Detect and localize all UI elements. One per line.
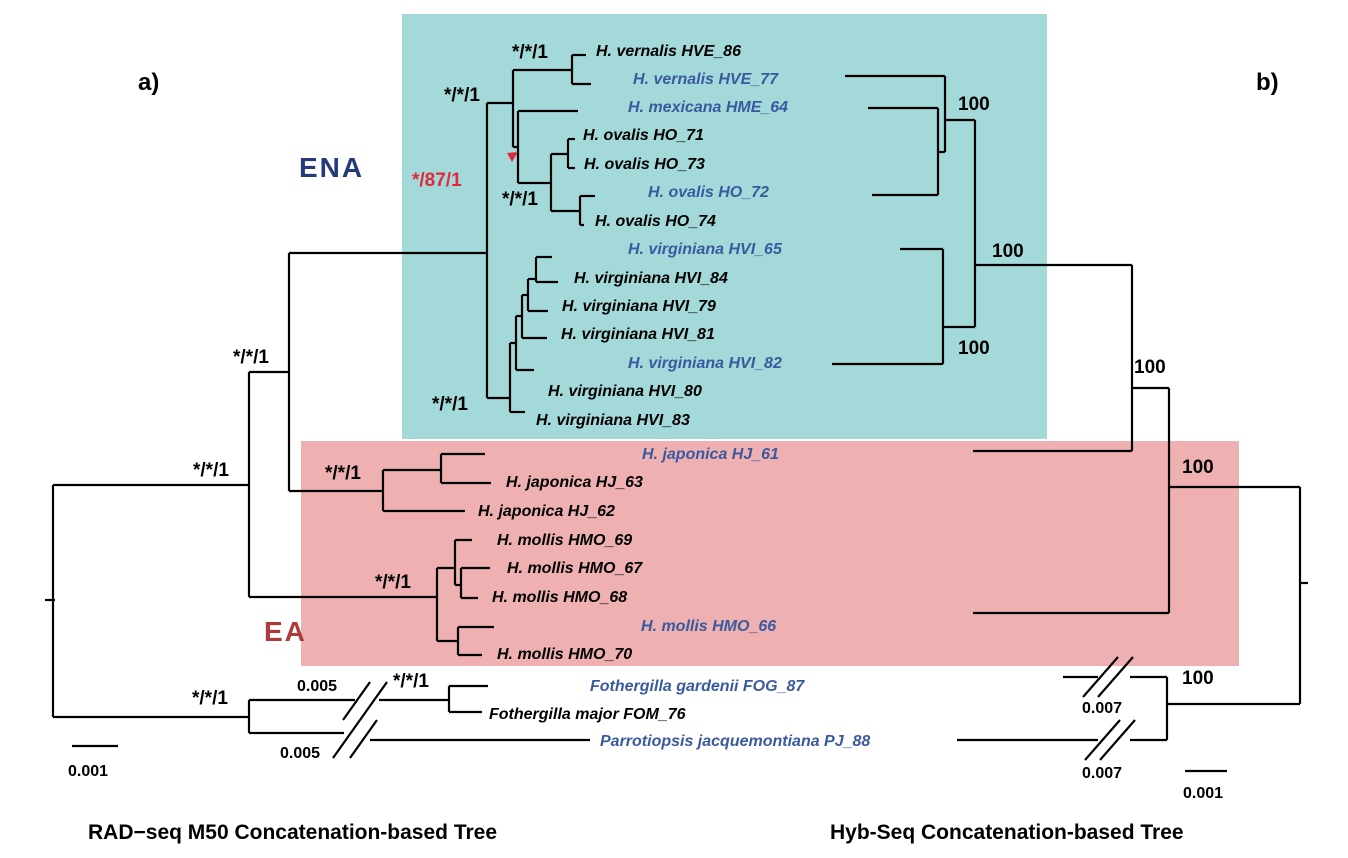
tree-title-b: Hyb-Seq Concatenation-based Tree	[830, 821, 1184, 844]
taxon-label: H. virginiana HVI_82	[628, 355, 782, 372]
taxon-label: H. virginiana HVI_81	[561, 326, 715, 343]
clade-label-ena: ENA	[299, 152, 364, 183]
support-value: 100	[1182, 457, 1214, 478]
support-values-a: */*/1 */*/1 */87/1 */*/1 */*/1 */*/1 */*…	[192, 42, 548, 709]
taxon-label: H. virginiana HVI_80	[548, 383, 702, 400]
clade-label-ea: EA	[264, 616, 307, 647]
highlight-arrow-icon	[507, 152, 518, 162]
tree-title-a: RAD−seq M50 Concatenation-based Tree	[88, 821, 497, 844]
support-value: 100	[1182, 668, 1214, 689]
taxon-label: H. vernalis HVE_86	[596, 43, 741, 60]
support-value: 100	[958, 94, 990, 115]
taxon-label: H. mollis HMO_67	[507, 560, 643, 577]
support-value: */*/1	[432, 394, 468, 415]
panel-label-a: a)	[138, 69, 159, 96]
support-value: */*/1	[393, 671, 429, 692]
branch-length-label: 0.007	[1082, 765, 1122, 782]
tree-a-branches	[45, 53, 595, 759]
taxon-label: H. virginiana HVI_84	[574, 270, 728, 287]
support-value: 100	[1134, 357, 1166, 378]
taxon-label: Fothergilla gardenii FOG_87	[590, 678, 805, 695]
tree-b-branches	[832, 74, 1308, 773]
taxon-label: H. ovalis HO_71	[583, 127, 704, 144]
panel-label-b: b)	[1256, 69, 1279, 96]
taxon-label: H. mollis HMO_68	[492, 589, 627, 606]
support-value: */*/1	[325, 463, 361, 484]
support-value: */*/1	[444, 85, 480, 106]
taxon-label: H. ovalis HO_72	[648, 184, 769, 201]
taxon-label: Fothergilla major FOM_76	[489, 706, 686, 723]
support-value: 100	[958, 338, 990, 359]
support-value: */*/1	[512, 42, 548, 63]
taxon-label: H. virginiana HVI_65	[628, 241, 783, 258]
taxon-label: H. japonica HJ_63	[506, 474, 643, 491]
support-value: */*/1	[502, 189, 538, 210]
support-value: */*/1	[192, 688, 228, 709]
taxon-label: H. mollis HMO_66	[641, 618, 776, 635]
taxon-label: H. mexicana HME_64	[628, 99, 788, 116]
scale-bar-label-a: 0.001	[68, 763, 108, 780]
branch-length-label: 0.007	[1082, 700, 1122, 717]
taxon-label: H. vernalis HVE_77	[633, 71, 779, 88]
taxon-labels: H. vernalis HVE_86 H. vernalis HVE_77 H.…	[478, 43, 870, 750]
taxon-label: H. japonica HJ_62	[478, 503, 615, 520]
taxon-label: H. mollis HMO_69	[497, 532, 632, 549]
support-values-b: 100 100 100 100 100 100	[958, 94, 1214, 689]
support-value: */*/1	[233, 347, 269, 368]
taxon-label: Parrotiopsis jacquemontiana PJ_88	[600, 733, 870, 750]
support-value: */*/1	[375, 572, 411, 593]
taxon-label: H. japonica HJ_61	[642, 446, 779, 463]
support-value: */87/1	[412, 170, 462, 191]
support-value: */*/1	[193, 460, 229, 481]
taxon-label: H. virginiana HVI_79	[562, 298, 716, 315]
taxon-label: H. ovalis HO_73	[584, 156, 705, 173]
branch-length-label: 0.005	[280, 745, 320, 762]
scale-bar-label-b: 0.001	[1183, 785, 1223, 802]
taxon-label: H. virginiana HVI_83	[536, 412, 690, 429]
branch-length-label: 0.005	[297, 678, 337, 695]
support-value: 100	[992, 241, 1024, 262]
taxon-label: H. ovalis HO_74	[595, 213, 716, 230]
taxon-label: H. mollis HMO_70	[497, 646, 632, 663]
